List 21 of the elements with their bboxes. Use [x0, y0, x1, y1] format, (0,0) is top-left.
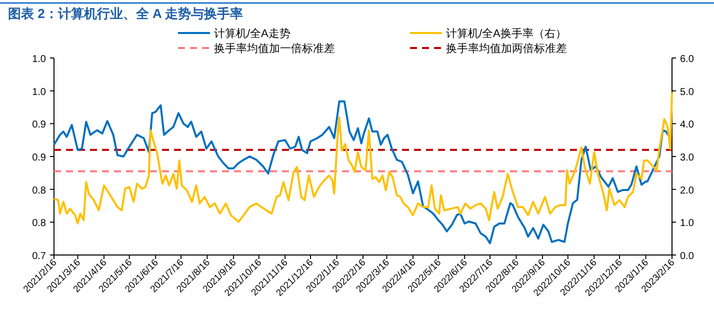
- y2-tick-label: 3.0: [680, 152, 694, 164]
- line-series: [53, 100, 670, 244]
- y2-tick-label: 5.0: [680, 86, 694, 98]
- y-tick-label: 1.0: [32, 86, 46, 98]
- legend-label: 计算机/全A走势: [214, 27, 290, 40]
- legend-label: 换手率均值加一倍标准差: [214, 42, 335, 55]
- y2-tick-label: 4.0: [680, 120, 694, 131]
- chart-title: 图表 2：计算机行业、全 A 走势与换手率: [8, 6, 243, 21]
- y-tick-label: 0.8: [32, 218, 46, 230]
- legend-label: 换手率均值加两倍标准差: [446, 42, 567, 55]
- legend-label: 计算机/全A换手率（右）: [446, 27, 566, 40]
- y2-tick-label: 1.0: [680, 218, 694, 230]
- y-tick-label: 1.0: [32, 54, 46, 65]
- y2-tick-label: 2.0: [680, 185, 694, 196]
- y-tick-label: 0.8: [32, 185, 46, 196]
- line-series: [53, 91, 673, 224]
- y2-tick-label: 0.0: [680, 251, 694, 262]
- y-tick-label: 0.9: [32, 152, 46, 164]
- y-tick-label: 0.7: [32, 251, 46, 262]
- y2-tick-label: 6.0: [680, 54, 694, 65]
- y-tick-label: 0.9: [32, 120, 46, 131]
